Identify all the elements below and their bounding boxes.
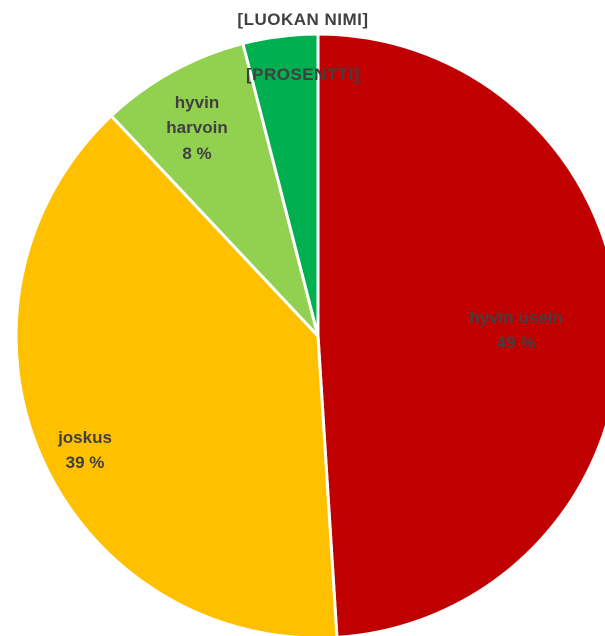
pie-slice-luokan-nimi <box>241 32 320 338</box>
slice-percent-hyvin-harvoin: 8 % <box>182 144 211 163</box>
slice-label-hyvin-usein: hyvin usein <box>469 308 563 327</box>
slice-label-placeholder-category: [LUOKAN NIMI] <box>237 10 368 29</box>
slice-percent-hyvin-usein: 49 % <box>497 333 536 352</box>
pie-slice-joskus <box>14 114 339 636</box>
pie-slice-hyvin-harvoin <box>109 41 320 338</box>
slice-label-hyvin-harvoin-line2: harvoin <box>166 118 227 137</box>
slice-label-placeholder-percent: [PROSENTTI] <box>246 65 360 84</box>
slice-label-joskus: joskus <box>57 428 112 447</box>
slice-percent-joskus: 39 % <box>66 453 105 472</box>
slice-label-hyvin-harvoin-line1: hyvin <box>175 93 219 112</box>
pie-slices <box>14 32 605 636</box>
pie-slice-hyvin-usein <box>316 32 605 636</box>
